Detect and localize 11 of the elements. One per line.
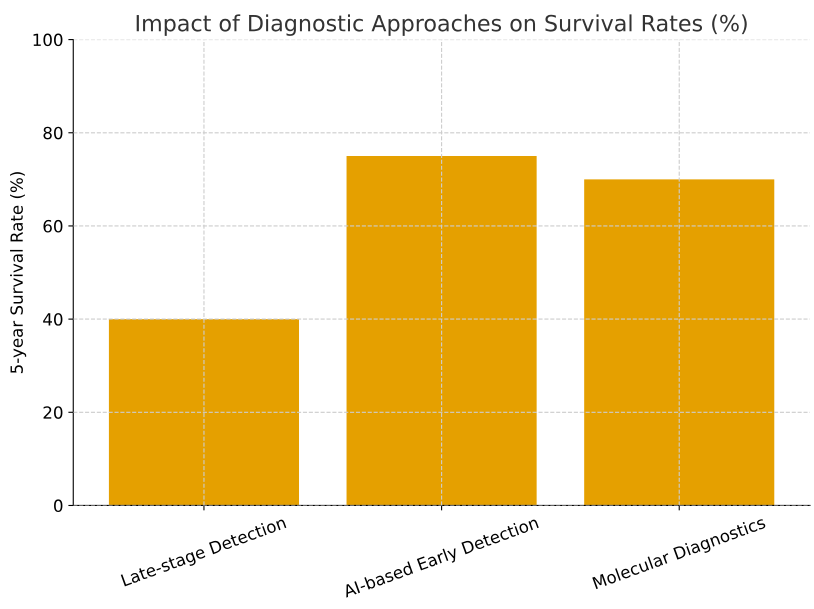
y-tick-label: 20 [44, 406, 62, 419]
bar [346, 156, 537, 506]
y-tick-label: 0 [54, 499, 62, 512]
bar [584, 179, 774, 506]
chart-title: Impact of Diagnostic Approaches on Survival Rates (%) [136, 14, 747, 36]
y-tick-label: 100 [34, 34, 62, 46]
bar [108, 319, 300, 506]
y-tick-label: 40 [43, 313, 62, 326]
y-tick-label: 80 [43, 126, 62, 140]
y-tick-label: 60 [43, 220, 62, 233]
y-axis-title: 5-year Survival Rate (%) [10, 172, 26, 374]
